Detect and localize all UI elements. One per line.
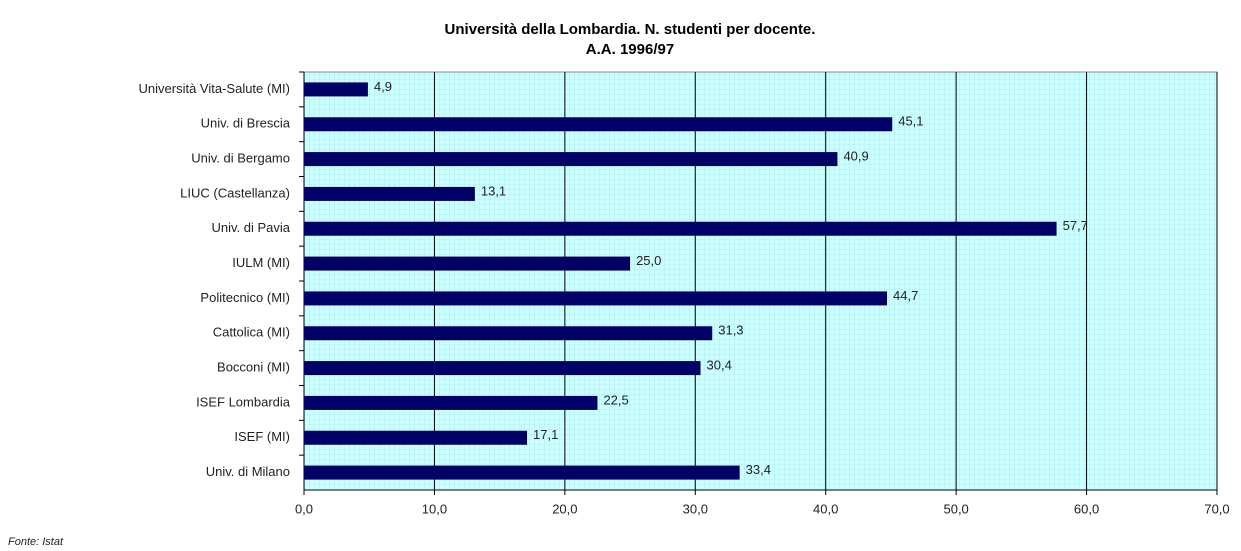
plot-area — [303, 71, 1218, 491]
bar — [304, 186, 475, 201]
y-tick-label: Università Vita-Salute (MI) — [139, 81, 290, 96]
value-label: 17,1 — [533, 427, 558, 442]
source-note: Fonte: Istat — [8, 536, 64, 548]
y-tick-label: Univ. di Pavia — [211, 220, 290, 235]
x-tick-label: 70,0 — [1204, 501, 1229, 516]
bar — [304, 291, 888, 306]
bar — [304, 326, 713, 341]
y-tick-label: Politecnico (MI) — [200, 290, 290, 305]
y-tick-label: IULM (MI) — [232, 255, 290, 270]
y-tick-label: Cattolica (MI) — [213, 325, 290, 340]
value-label: 44,7 — [893, 288, 918, 303]
value-label: 45,1 — [898, 114, 923, 129]
y-tick-label: Univ. di Brescia — [201, 116, 291, 131]
bar — [304, 117, 893, 132]
value-label: 40,9 — [843, 149, 868, 164]
x-tick-label: 50,0 — [943, 501, 968, 516]
x-tick-label: 10,0 — [422, 501, 447, 516]
bar — [304, 256, 631, 271]
y-tick-label: Univ. di Milano — [206, 464, 290, 479]
value-label: 30,4 — [707, 358, 732, 373]
bar — [304, 465, 740, 480]
value-label: 4,9 — [374, 79, 392, 94]
y-tick-label: ISEF (MI) — [234, 429, 290, 444]
chart-subtitle: A.A. 1996/97 — [586, 41, 674, 58]
bar — [304, 430, 528, 445]
value-label: 13,1 — [481, 183, 506, 198]
value-label: 22,5 — [603, 392, 628, 407]
bar — [304, 82, 368, 97]
bar — [304, 221, 1057, 236]
y-tick-label: ISEF Lombardia — [196, 394, 291, 409]
bar — [304, 152, 838, 167]
x-tick-label: 0,0 — [295, 501, 313, 516]
x-tick-label: 20,0 — [552, 501, 577, 516]
bar — [304, 361, 701, 376]
y-tick-label: LIUC (Castellanza) — [180, 185, 290, 200]
bar — [304, 395, 598, 410]
y-tick-label: Bocconi (MI) — [217, 360, 290, 375]
x-tick-label: 30,0 — [683, 501, 708, 516]
x-tick-label: 40,0 — [813, 501, 838, 516]
value-label: 25,0 — [636, 253, 661, 268]
y-tick-label: Univ. di Bergamo — [191, 151, 290, 166]
value-label: 31,3 — [718, 323, 743, 338]
value-label: 57,7 — [1063, 218, 1088, 233]
value-label: 33,4 — [746, 462, 771, 477]
chart-title: Università della Lombardia. N. studenti … — [445, 21, 816, 38]
x-tick-label: 60,0 — [1074, 501, 1099, 516]
